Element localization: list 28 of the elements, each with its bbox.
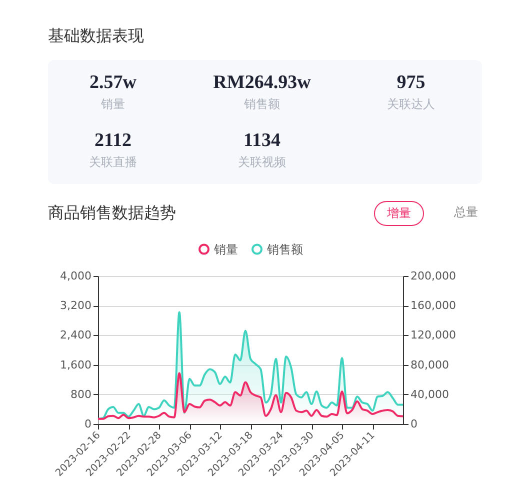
text: 2.57w [88,72,138,94]
text: 增量 [374,201,424,226]
text: 2112 [94,130,132,152]
y-tick-label: 1,600 [60,358,92,372]
text: 销量 [100,96,126,113]
text: 1134 [242,130,282,152]
y-tick-label: 2,400 [60,328,92,342]
y-tick-label: 3,200 [60,299,92,312]
chart-title: 商品销售数据趋势 [48,203,176,224]
text: 关联达人 [386,96,436,113]
y2-tick-label: 160,000 [410,299,456,312]
legend-label: 销售额 [266,242,303,256]
y-tick-label: 0 [84,418,92,430]
y2-tick-label: 120,000 [410,328,456,342]
y-tick-label: 800 [70,388,92,401]
y-tick-label: 4,000 [60,270,92,282]
y2-tick-label: 40,000 [410,388,449,401]
y2-tick-label: 0 [410,418,418,430]
text: 总量 [453,204,479,221]
text: 975 [396,72,426,94]
text: 基础数据表现 [48,26,144,47]
text: 关联直播 [88,154,138,171]
text: RM264.93w [212,72,312,94]
legend-label: 销量 [213,242,238,256]
text: 销售额 [243,96,281,113]
text: 关联视频 [237,154,287,171]
y2-tick-label: 80,000 [410,358,449,372]
y2-tick-label: 200,000 [410,270,456,282]
